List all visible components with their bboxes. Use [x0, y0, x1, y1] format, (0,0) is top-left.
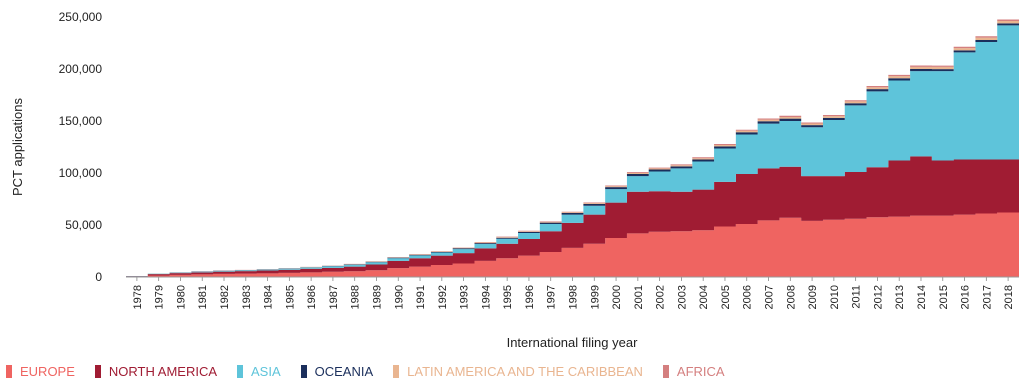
legend-item: NORTH AMERICA — [94, 364, 218, 379]
x-tick-label: 1986 — [306, 285, 318, 309]
x-tick-label: 2017 — [981, 285, 993, 309]
x-tick-label: 2005 — [720, 285, 732, 309]
x-tick-label: 1994 — [480, 285, 492, 309]
x-tick-label: 1996 — [524, 285, 536, 309]
x-tick-label: 1997 — [546, 285, 558, 309]
x-axis-title: International filing year — [507, 335, 638, 350]
x-tick-label: 1985 — [284, 285, 296, 309]
x-tick-label: 2000 — [611, 285, 623, 309]
y-tick-label: 50,000 — [65, 218, 102, 232]
legend-label: OCEANIA — [314, 364, 374, 379]
legend-swatch — [94, 365, 101, 378]
x-tick-label: 2008 — [785, 285, 797, 309]
series-area-europe — [126, 212, 1019, 277]
x-tick-label: 2015 — [938, 285, 950, 309]
stacked-area-layer — [126, 19, 1019, 277]
x-tick-label: 1982 — [219, 285, 231, 309]
x-tick-label: 2007 — [764, 285, 776, 309]
legend-label: AFRICA — [676, 364, 725, 379]
legend-item: AFRICA — [662, 364, 725, 379]
legend-swatch — [6, 365, 12, 378]
legend-item: OCEANIA — [300, 364, 374, 379]
x-tick-label: 1989 — [371, 285, 383, 309]
y-tick-label: 150,000 — [59, 114, 103, 128]
x-tick-label: 2012 — [872, 285, 884, 309]
x-tick-label: 2010 — [829, 285, 841, 309]
legend-label: NORTH AMERICA — [108, 364, 218, 379]
series-area-north-america — [126, 156, 1019, 277]
x-tick-label: 1980 — [175, 285, 187, 309]
x-tick-label: 2001 — [633, 285, 645, 309]
x-tick-label: 2014 — [916, 285, 928, 309]
y-tick-label: 0 — [95, 270, 102, 284]
x-tick-label: 1979 — [154, 285, 166, 309]
x-tick-label: 1990 — [393, 285, 405, 309]
x-tick-label: 2004 — [698, 285, 710, 309]
legend-swatch — [237, 365, 244, 378]
x-tick-label: 2009 — [807, 285, 819, 309]
x-tick-label: 2003 — [676, 285, 688, 309]
x-tick-label: 2013 — [894, 285, 906, 309]
legend-label: ASIA — [251, 364, 281, 379]
x-tick-label: 1984 — [263, 285, 275, 309]
legend-label: EUROPE — [20, 364, 75, 379]
axis-layer: 0 50,000 100,000 150,000 200,000 250,000 1978 1… — [10, 10, 1019, 350]
legend-item: LATIN AMERICA AND THE CARIBBEAN — [393, 364, 643, 379]
x-tick-label: 2011 — [851, 285, 863, 309]
y-tick-label: 100,000 — [59, 166, 103, 180]
x-tick-label: 2016 — [960, 285, 972, 309]
series-area-asia — [126, 25, 1019, 277]
legend-item: ASIA — [237, 364, 281, 379]
y-tick-label: 250,000 — [59, 10, 103, 24]
y-axis-title: PCT applications — [10, 97, 25, 196]
x-tick-label: 1999 — [589, 285, 601, 309]
x-tick-label: 1978 — [132, 285, 144, 309]
x-tick-label: 2002 — [655, 285, 667, 309]
legend-swatch — [662, 365, 669, 378]
x-tick-label: 1988 — [350, 285, 362, 309]
x-tick-label: 1995 — [502, 285, 514, 309]
x-tick-label: 1993 — [459, 285, 471, 309]
legend-swatch — [393, 365, 400, 378]
x-tick-label: 2006 — [742, 285, 754, 309]
x-tick-label: 2018 — [1003, 285, 1015, 309]
x-tick-label: 1987 — [328, 285, 340, 309]
x-tick-label: 1998 — [568, 285, 580, 309]
legend-label: LATIN AMERICA AND THE CARIBBEAN — [407, 364, 643, 379]
legend-item: EUROPE — [6, 364, 75, 379]
x-tick-label: 1992 — [437, 285, 449, 309]
y-tick-label: 200,000 — [59, 62, 103, 76]
legend: EUROPE NORTH AMERICA ASIA OCEANIA LATIN AMER… — [6, 364, 745, 379]
legend-swatch — [300, 365, 307, 378]
x-tick-label: 1991 — [415, 285, 427, 309]
x-tick-label: 1981 — [197, 285, 209, 309]
x-tick-label: 1983 — [241, 285, 253, 309]
